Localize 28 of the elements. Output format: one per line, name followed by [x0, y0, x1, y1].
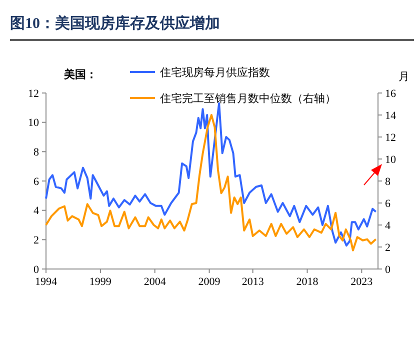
x-tick-label: 2013 [242, 276, 264, 288]
y-tick-label: 6 [34, 176, 40, 188]
text: 美国： [63, 68, 97, 81]
y-tick-label: 12 [28, 88, 39, 100]
y-tick-label: 8 [34, 146, 40, 159]
x-tick-label: 1999 [89, 276, 112, 288]
y2-tick-label: 8 [385, 176, 391, 188]
x-tick-label: 2004 [144, 276, 166, 288]
y2-tick-label: 14 [385, 110, 396, 122]
y2-tick-label: 6 [385, 198, 391, 210]
legend-label: 住宅现房每月供应指数 [160, 66, 270, 79]
y2-tick-label: 16 [385, 88, 396, 100]
x-tick-label: 1994 [35, 276, 58, 288]
y-tick-label: 0 [34, 264, 40, 276]
y-tick-label: 10 [28, 117, 40, 130]
y-tick-label: 4 [34, 205, 40, 218]
y2-tick-label: 12 [385, 132, 396, 144]
y-tick-label: 2 [34, 234, 39, 247]
x-tick-label: 2018 [296, 276, 319, 288]
y2-axis-title: 月 [398, 71, 410, 83]
y2-tick-label: 0 [385, 264, 391, 276]
x-tick-label: 2009 [198, 276, 221, 288]
y2-tick-label: 4 [385, 220, 391, 232]
legend-label: 住宅完工至销售月数中位数（右轴） [160, 92, 336, 105]
chart-title: 图10：美国现房库存及供应增加 [10, 14, 220, 32]
y2-tick-label: 10 [385, 154, 396, 166]
y2-tick-label: 2 [385, 242, 390, 254]
x-tick-label: 2023 [350, 276, 374, 288]
